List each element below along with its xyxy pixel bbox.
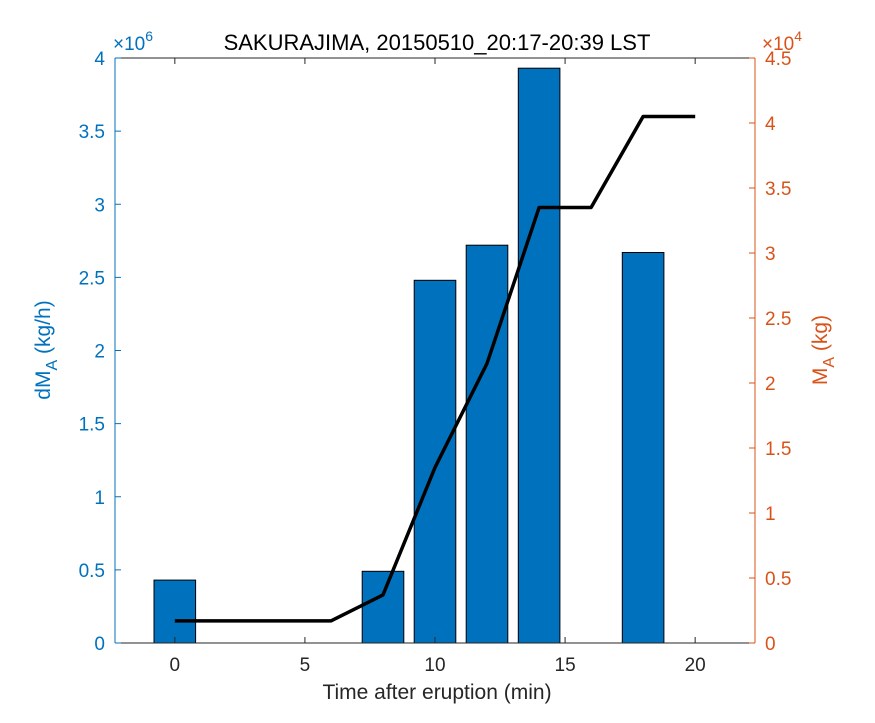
x-axis-ticks: 0 5 10 15 20	[170, 58, 706, 676]
left-tick-label: 2.5	[79, 268, 105, 289]
left-axis-label: dMA (kg/h)	[32, 300, 61, 399]
x-tick-label: 20	[685, 655, 706, 676]
x-tick-label: 0	[170, 655, 181, 676]
right-tick-label: 0.5	[765, 569, 791, 590]
bar	[465, 244, 509, 644]
left-tick-label: 1.5	[79, 415, 105, 436]
right-tick-label: 0	[765, 634, 776, 655]
bar	[413, 279, 457, 644]
left-tick-label: 4	[94, 49, 105, 70]
right-tick-label: 3.5	[765, 179, 791, 200]
left-multiplier-base: ×10	[113, 34, 145, 55]
right-multiplier-base: ×10	[762, 34, 794, 55]
left-tick-label: 1	[94, 488, 105, 509]
chart-title: SAKURAJIMA, 20150510_20:17-20:39 LST	[224, 30, 651, 55]
x-tick-label: 10	[424, 655, 445, 676]
cumulative-mass-line	[174, 114, 696, 623]
x-axis-label: Time after eruption (min)	[322, 681, 551, 704]
left-tick-label: 0	[94, 634, 105, 655]
left-axis-label-sub: A	[44, 360, 61, 371]
left-tick-label: 3	[94, 195, 105, 216]
left-tick-label: 3.5	[79, 122, 105, 143]
x-tick-label: 15	[555, 655, 576, 676]
left-axis-ticks: 0 0.5 1 1.5 2 2.5 3 3.5 4	[79, 49, 121, 655]
right-axis-multiplier: ×104	[762, 28, 802, 55]
bar	[517, 67, 561, 644]
right-axis-label-main: M	[809, 368, 832, 386]
right-tick-label: 4	[765, 114, 776, 135]
right-axis-label-sub: A	[821, 357, 838, 368]
left-axis-label-main: dM	[32, 371, 55, 400]
left-axis-multiplier: ×106	[113, 28, 153, 55]
right-tick-label: 4.5	[765, 49, 791, 70]
left-multiplier-exp: 6	[145, 28, 153, 44]
right-multiplier-exp: 4	[794, 28, 802, 44]
line-layer	[174, 114, 696, 623]
right-tick-label: 1.5	[765, 439, 791, 460]
right-tick-label: 2.5	[765, 309, 791, 330]
right-tick-label: 2	[765, 374, 776, 395]
left-tick-label: 0.5	[79, 561, 105, 582]
x-tick-label: 5	[300, 655, 311, 676]
right-tick-label: 3	[765, 244, 776, 265]
right-axis-label-unit: (kg)	[809, 315, 832, 357]
bar	[153, 579, 197, 644]
bar	[621, 252, 665, 644]
right-axis-label: MA (kg)	[809, 315, 838, 385]
right-tick-label: 1	[765, 504, 776, 525]
left-axis-label-unit: (kg/h)	[32, 300, 55, 360]
bars-layer	[153, 67, 665, 644]
right-axis-ticks: 0 0.5 1 1.5 2 2.5 3 3.5 4 4.5	[749, 49, 791, 655]
left-tick-label: 2	[94, 342, 105, 363]
bar	[361, 570, 405, 644]
